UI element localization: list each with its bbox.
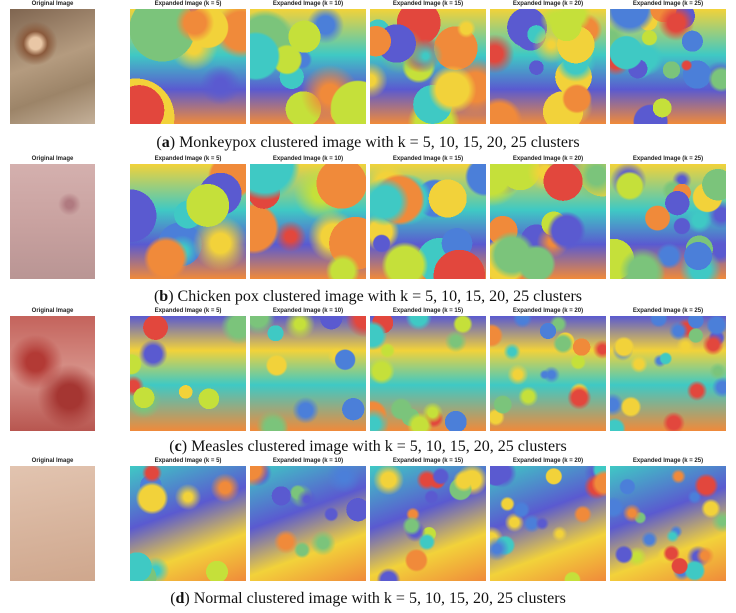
caption-label: c [174, 438, 182, 455]
caption-text: ) Measles clustered image with k = 5, 10… [181, 438, 567, 455]
panel-title: Expanded Image (k = 10) [272, 458, 344, 464]
panel: Original Image [10, 0, 95, 124]
panel: Expanded Image (k = 5) [130, 457, 246, 581]
figure-caption: (c) Measles clustered image with k = 5, … [0, 438, 736, 456]
panel-title: Original Image [31, 156, 74, 162]
panel-title: Expanded Image (k = 20) [512, 1, 584, 7]
figure-caption: (a) Monkeypox clustered image with k = 5… [0, 134, 736, 152]
panel: Expanded Image (k = 15) [370, 155, 486, 279]
panel-title: Expanded Image (k = 5) [154, 1, 222, 7]
caption-text: ( [156, 134, 162, 151]
panel: Expanded Image (k = 20) [490, 457, 606, 581]
panel: Expanded Image (k = 20) [490, 155, 606, 279]
panel: Expanded Image (k = 5) [130, 0, 246, 124]
panel-title: Original Image [31, 1, 74, 7]
clustered-image [370, 316, 486, 431]
panel-title: Expanded Image (k = 15) [392, 458, 464, 464]
original-image [10, 466, 95, 581]
panel: Expanded Image (k = 15) [370, 307, 486, 431]
panel: Expanded Image (k = 5) [130, 307, 246, 431]
clustered-image [610, 466, 726, 581]
figure-caption: (d) Normal clustered image with k = 5, 1… [0, 590, 736, 608]
clustered-image [250, 164, 366, 279]
caption-label: b [159, 288, 169, 305]
clustered-image [610, 164, 726, 279]
clustered-image [250, 466, 366, 581]
panel: Original Image [10, 307, 95, 431]
panel-title: Expanded Image (k = 25) [632, 458, 704, 464]
panel-title: Original Image [31, 308, 74, 314]
caption-label: d [175, 590, 185, 607]
panel: Original Image [10, 155, 95, 279]
clustered-image [490, 316, 606, 431]
panel: Expanded Image (k = 25) [610, 307, 726, 431]
figure-caption: (b) Chicken pox clustered image with k =… [0, 288, 736, 306]
panel: Expanded Image (k = 10) [250, 307, 366, 431]
panel-title: Expanded Image (k = 10) [272, 1, 344, 7]
clustered-image [130, 164, 246, 279]
clustered-image [610, 316, 726, 431]
original-image [10, 164, 95, 279]
caption-text: ) Chicken pox clustered image with k = 5… [168, 288, 583, 305]
caption-text: ) Monkeypox clustered image with k = 5, … [169, 134, 580, 151]
panel: Expanded Image (k = 10) [250, 457, 366, 581]
caption-text: ( [153, 288, 160, 305]
panel: Expanded Image (k = 10) [250, 0, 366, 124]
panel: Expanded Image (k = 25) [610, 457, 726, 581]
caption-label: a [161, 134, 170, 151]
clustered-image [490, 164, 606, 279]
clustered-image [490, 466, 606, 581]
panel-title: Expanded Image (k = 20) [512, 308, 584, 314]
panel-title: Expanded Image (k = 25) [632, 1, 704, 7]
clustered-image [130, 466, 246, 581]
panel-title: Expanded Image (k = 15) [392, 1, 464, 7]
caption-text: ( [170, 590, 176, 607]
original-image [10, 9, 95, 124]
clustered-image [370, 466, 486, 581]
clustered-image [130, 316, 246, 431]
panel-title: Expanded Image (k = 15) [392, 308, 464, 314]
panel: Expanded Image (k = 5) [130, 155, 246, 279]
clustered-image [370, 164, 486, 279]
original-image [10, 316, 95, 431]
panel: Expanded Image (k = 20) [490, 307, 606, 431]
clustered-image [490, 9, 606, 124]
panel-title: Expanded Image (k = 10) [272, 308, 344, 314]
panel: Expanded Image (k = 25) [610, 0, 726, 124]
panel-title: Expanded Image (k = 20) [512, 156, 584, 162]
panel: Expanded Image (k = 20) [490, 0, 606, 124]
clustered-image [370, 9, 486, 124]
panel-title: Expanded Image (k = 5) [154, 458, 222, 464]
panel-title: Expanded Image (k = 10) [272, 156, 344, 162]
panel-title: Expanded Image (k = 5) [154, 156, 222, 162]
caption-text: ) Normal clustered image with k = 5, 10,… [184, 590, 566, 607]
panel-title: Expanded Image (k = 25) [632, 156, 704, 162]
panel: Expanded Image (k = 10) [250, 155, 366, 279]
panel-title: Expanded Image (k = 25) [632, 308, 704, 314]
clustered-image [250, 9, 366, 124]
clustered-image [130, 9, 246, 124]
panel-title: Expanded Image (k = 5) [154, 308, 222, 314]
clustered-image [250, 316, 366, 431]
panel: Expanded Image (k = 15) [370, 457, 486, 581]
caption-text: ( [169, 438, 175, 455]
panel-title: Expanded Image (k = 20) [512, 458, 584, 464]
panel: Original Image [10, 457, 95, 581]
panel-title: Original Image [31, 458, 74, 464]
panel-title: Expanded Image (k = 15) [392, 156, 464, 162]
clustered-image [610, 9, 726, 124]
panel: Expanded Image (k = 25) [610, 155, 726, 279]
panel: Expanded Image (k = 15) [370, 0, 486, 124]
